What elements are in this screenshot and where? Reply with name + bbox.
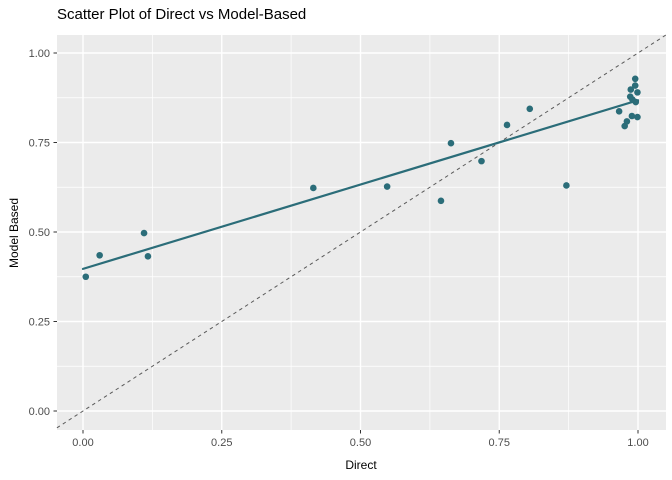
data-point [437, 197, 445, 205]
trend-line [81, 99, 640, 270]
y-tick-label: 0.00 [29, 406, 50, 418]
x-tick-label: 1.00 [627, 437, 648, 449]
data-point [563, 182, 570, 189]
x-tick-label: 0.00 [72, 437, 93, 449]
y-tick-label: 0.50 [29, 227, 50, 239]
data-point [634, 113, 641, 121]
data-point [503, 121, 511, 129]
x-tick-label: 0.50 [350, 437, 371, 449]
data-point [383, 183, 391, 190]
data-point [615, 108, 623, 115]
data-point [526, 105, 534, 113]
data-point [310, 184, 317, 192]
x-axis-title: Direct [345, 458, 377, 472]
data-point [623, 118, 631, 125]
data-point [631, 75, 639, 83]
plot-title: Scatter Plot of Direct vs Model-Based [57, 6, 307, 23]
data-point [628, 112, 636, 120]
data-point [478, 157, 485, 165]
data-point [144, 253, 152, 260]
x-tick-label: 0.75 [489, 437, 510, 449]
y-axis-title: Model Based [7, 197, 21, 269]
y-tick-label: 1.00 [29, 48, 50, 60]
x-tick-label: 0.25 [211, 437, 232, 449]
data-point [627, 86, 635, 93]
identity-dashed-line [56, 34, 667, 429]
y-tick-label: 0.25 [29, 317, 50, 329]
data-point [634, 89, 641, 96]
data-point [82, 273, 90, 281]
y-tick-label: 0.75 [29, 138, 50, 150]
data-point [96, 251, 103, 259]
data-point [140, 229, 148, 237]
data-point [631, 82, 639, 89]
data-point [626, 93, 634, 100]
data-point [447, 139, 455, 147]
